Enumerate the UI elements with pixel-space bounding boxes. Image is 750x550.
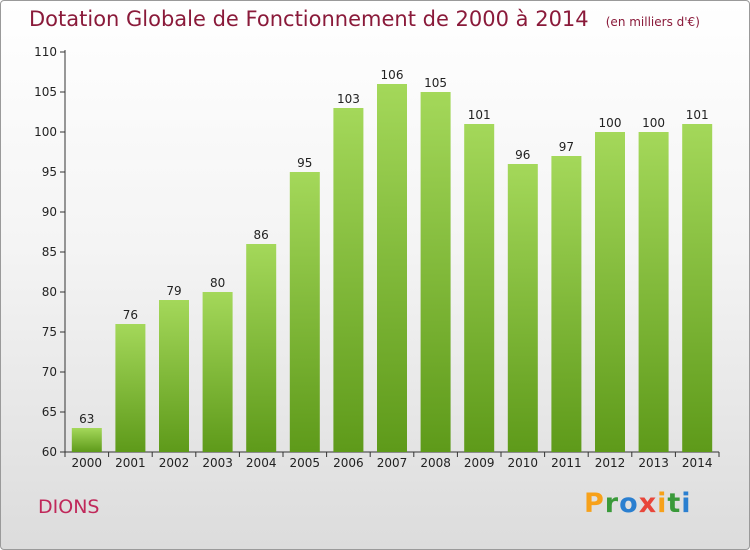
y-tick-label: 95 <box>42 165 57 179</box>
y-tick-label: 90 <box>42 205 57 219</box>
proxiti-logo: Proxiti <box>584 488 692 519</box>
logo-letter: o <box>619 488 639 519</box>
x-tick-label: 2011 <box>551 456 582 470</box>
y-tick-label: 60 <box>42 445 57 459</box>
value-label-2006: 103 <box>337 92 360 106</box>
chart-unit: (en milliers d'€) <box>605 15 700 29</box>
logo-letter: r <box>604 488 620 519</box>
value-label-2011: 97 <box>559 140 574 154</box>
bars <box>71 84 713 452</box>
value-label-2007: 106 <box>381 68 404 82</box>
value-label-2005: 95 <box>297 156 312 170</box>
bar-2012 <box>595 132 625 452</box>
value-label-2014: 101 <box>686 108 709 122</box>
bar-2010 <box>507 164 538 452</box>
value-label-2008: 105 <box>424 76 447 90</box>
bar-2004 <box>246 244 277 452</box>
x-tick-label: 2005 <box>290 456 321 470</box>
x-tick-label: 2003 <box>202 456 233 470</box>
bar-2008 <box>420 92 451 452</box>
title-row: Dotation Globale de Fonctionnement de 20… <box>29 7 700 31</box>
bar-2007 <box>377 84 407 452</box>
value-label-2012: 100 <box>599 116 622 130</box>
y-tick-label: 65 <box>42 405 57 419</box>
x-tick-label: 2001 <box>115 456 146 470</box>
commune-name: DIONS <box>38 496 100 518</box>
x-tick-label: 2010 <box>508 456 539 470</box>
value-label-2004: 86 <box>254 228 269 242</box>
y-tick-label: 110 <box>34 45 57 59</box>
chart-title: Dotation Globale de Fonctionnement de 20… <box>29 7 589 31</box>
x-tick-label: 2004 <box>246 456 277 470</box>
bar-2000 <box>71 428 102 452</box>
bar-2013 <box>638 132 669 452</box>
logo-letter: i <box>657 488 668 519</box>
x-tick-label: 2009 <box>464 456 495 470</box>
bar-2002 <box>159 300 189 452</box>
x-axis: 2000 2001 2002 2003 2004 2005 2006 2007 2008 2009… <box>64 451 720 470</box>
x-tick-label: 2000 <box>72 456 103 470</box>
x-tick-label: 2013 <box>638 456 669 470</box>
value-label-2009: 101 <box>468 108 491 122</box>
value-label-2003: 80 <box>210 276 225 290</box>
y-axis: 60 65 70 75 80 85 90 95 100 105 110 <box>34 45 66 459</box>
logo-letter: i <box>681 488 692 519</box>
bar-2011 <box>551 156 582 452</box>
y-tick-label: 70 <box>42 365 57 379</box>
value-label-2001: 76 <box>123 308 138 322</box>
x-tick-label: 2002 <box>159 456 190 470</box>
y-tick-label: 75 <box>42 325 57 339</box>
value-label-2002: 79 <box>166 284 181 298</box>
bar-2006 <box>333 108 364 452</box>
y-tick-label: 80 <box>42 285 57 299</box>
value-label-2013: 100 <box>642 116 665 130</box>
x-tick-label: 2007 <box>377 456 408 470</box>
value-label-2010: 96 <box>515 148 530 162</box>
x-tick-label: 2012 <box>595 456 626 470</box>
logo-letter: t <box>667 488 682 519</box>
y-tick-label: 105 <box>34 85 57 99</box>
y-tick-label: 85 <box>42 245 57 259</box>
bar-2003 <box>202 292 233 452</box>
bar-2014 <box>682 124 713 452</box>
bar-2005 <box>289 172 320 452</box>
bar-2009 <box>464 124 495 452</box>
x-tick-label: 2014 <box>682 456 713 470</box>
x-tick-label: 2008 <box>420 456 451 470</box>
logo-letter: P <box>584 488 605 519</box>
value-label-2000: 63 <box>79 412 94 426</box>
bar-2001 <box>115 324 146 452</box>
logo-letter: x <box>638 488 658 519</box>
x-tick-label: 2006 <box>333 456 364 470</box>
y-tick-label: 100 <box>34 125 57 139</box>
value-labels: 63 76 79 80 86 95 103 106 105 101 96 97 100 100 101 <box>79 68 708 426</box>
